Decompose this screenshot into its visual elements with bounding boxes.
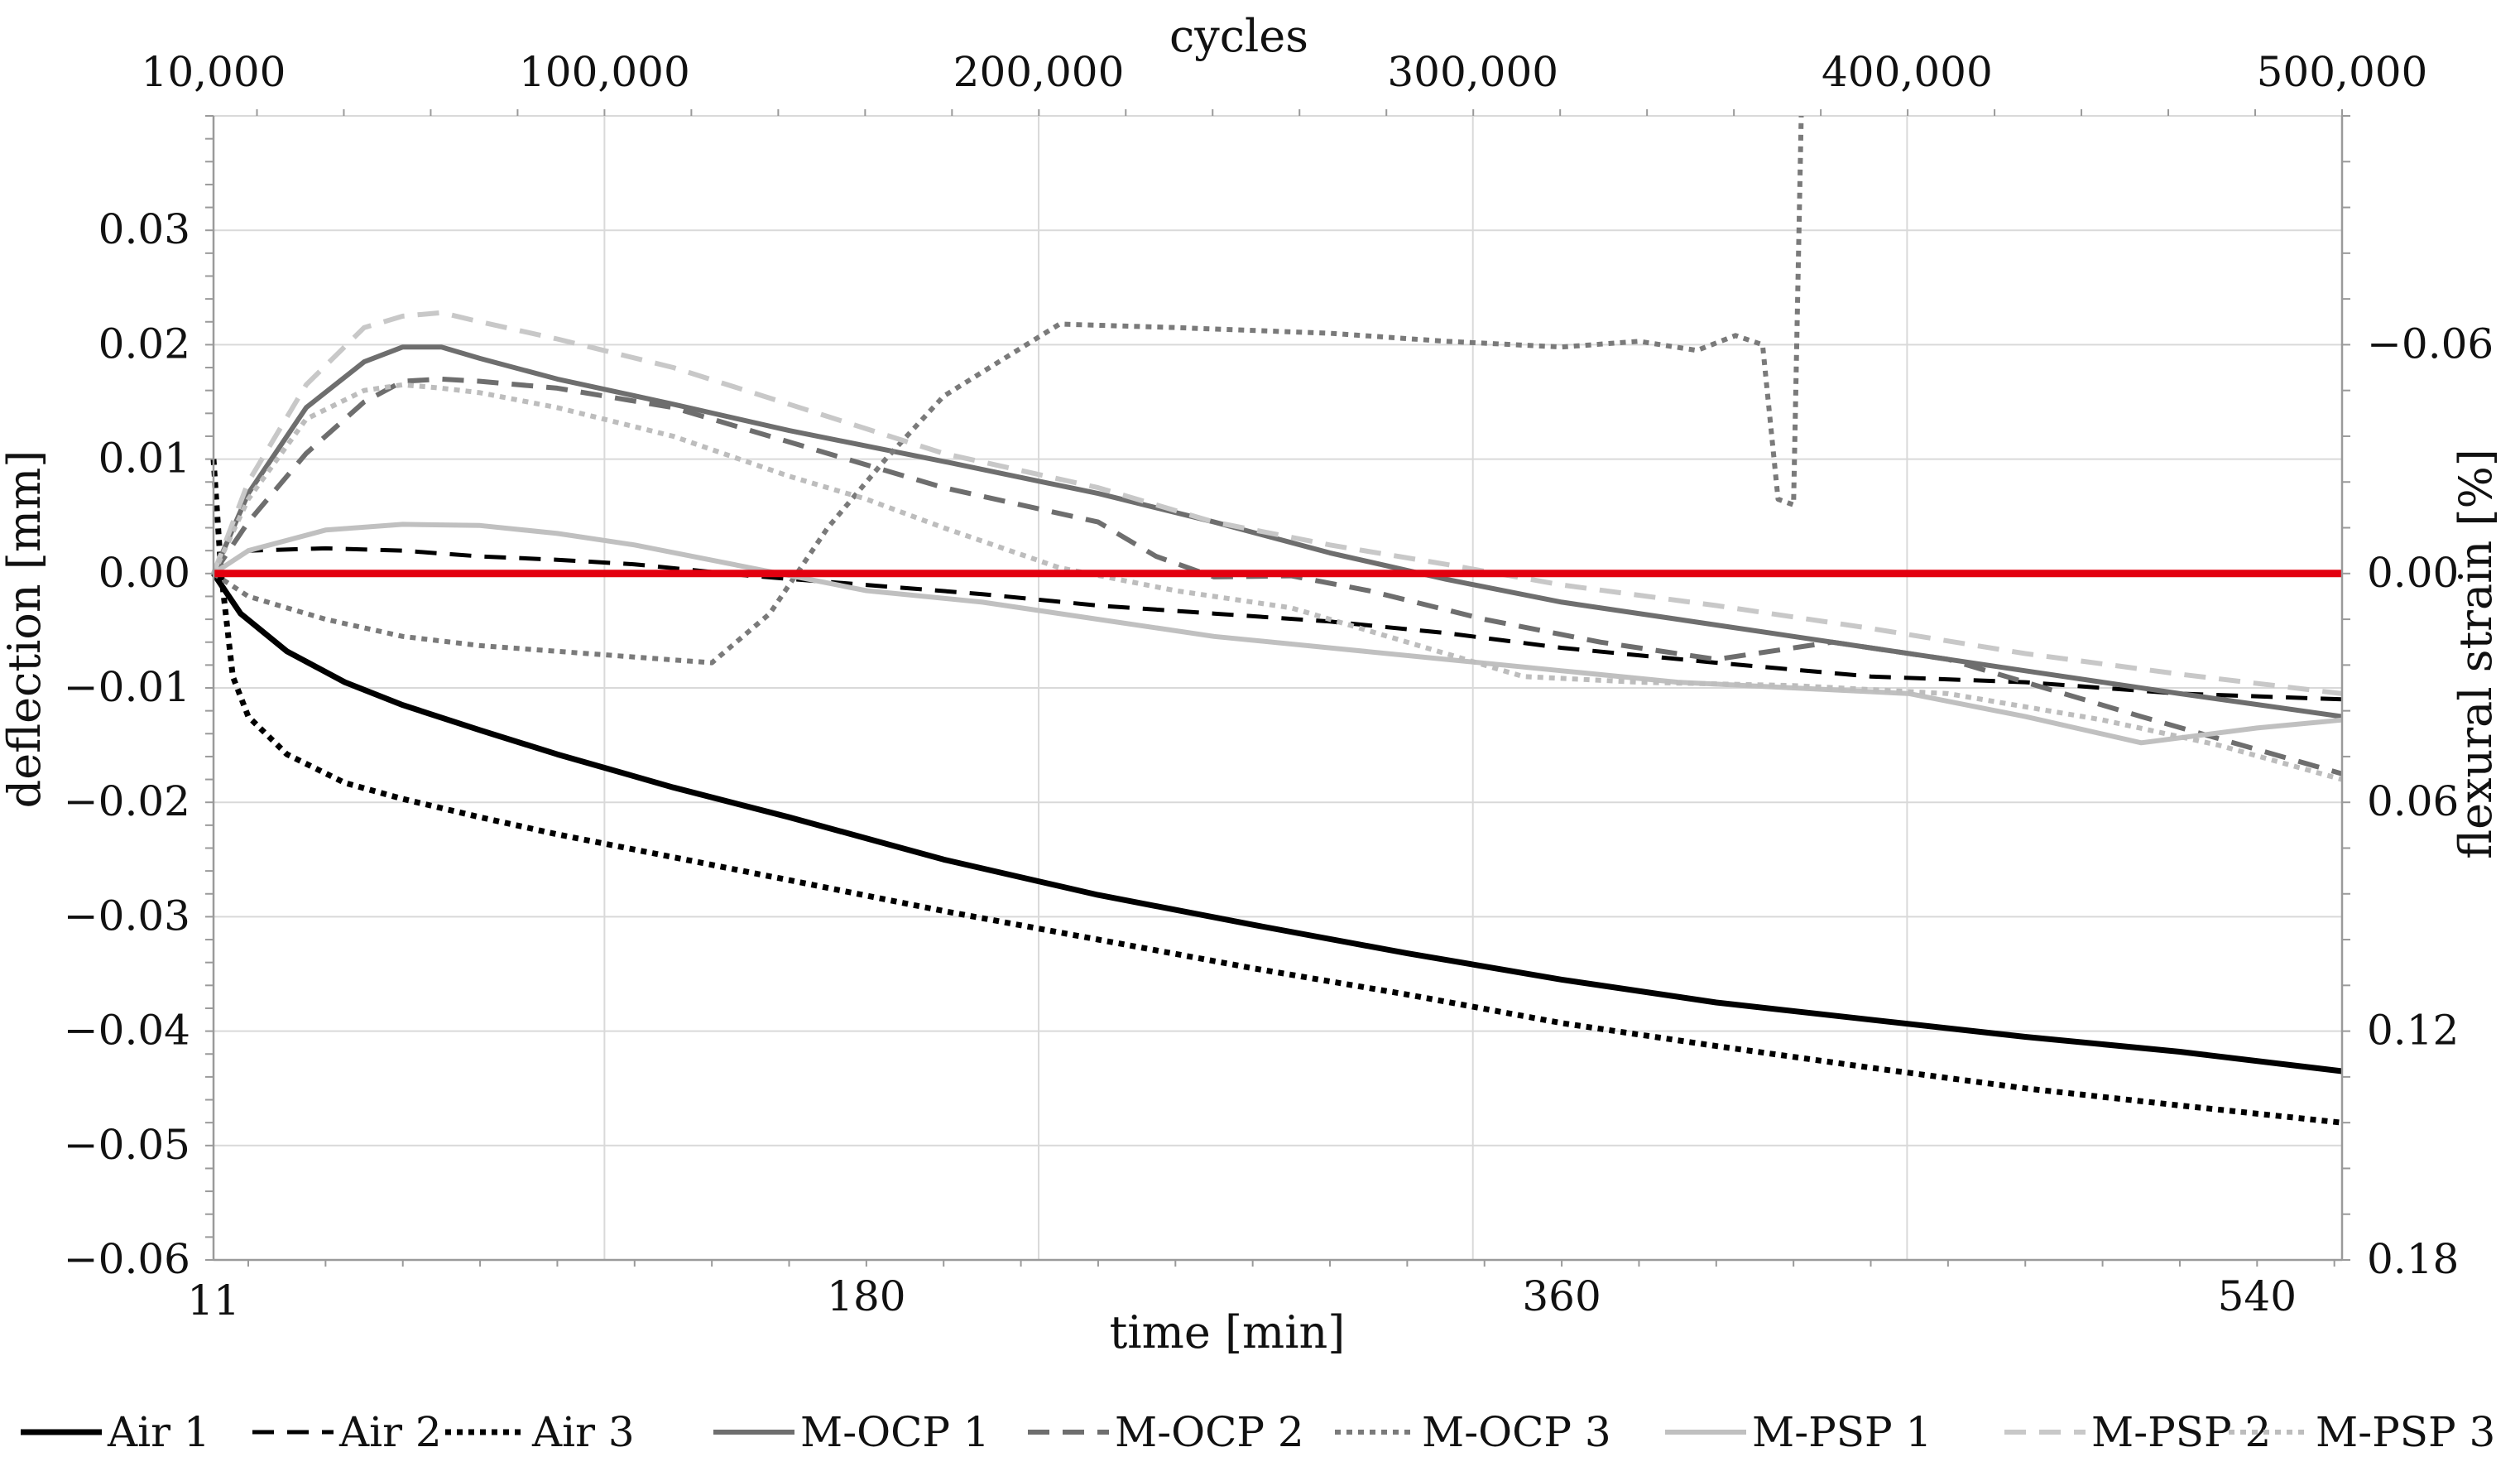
y-left-tick-label: 0.02 xyxy=(98,320,190,368)
x-axis-top-title: cycles xyxy=(1169,10,1308,62)
x-bottom-tick-label: 360 xyxy=(1522,1272,1601,1320)
y-axis-right-title: flexural strain [%] xyxy=(2450,449,2502,859)
y-right-tick-label: 0.12 xyxy=(2367,1007,2459,1055)
x-bottom-tick-label: 180 xyxy=(827,1272,905,1320)
x-top-tick-label: 200,000 xyxy=(953,48,1125,96)
legend-label-m-ocp-2: M-OCP 2 xyxy=(1115,1408,1304,1456)
y-axis-left-title: deflection [mm] xyxy=(0,450,50,809)
x-top-tick-label: 300,000 xyxy=(1387,48,1558,96)
y-left-tick-label: −0.06 xyxy=(64,1235,190,1283)
x-top-tick-label: 500,000 xyxy=(2257,48,2428,96)
series-line-air-1 xyxy=(211,571,2343,1075)
y-right-tick-label: 0.18 xyxy=(2367,1235,2459,1283)
series-lines xyxy=(210,115,2343,1126)
tick-labels: −0.06 −0.05 −0.04 −0.03 −0.02 −0.01 0.00 0.01 0.… xyxy=(64,48,2494,1325)
legend: Air 1 Air 2 Air 3 M-OCP 1 M-OCP 2 M-OCP 3 M-PS… xyxy=(21,1408,2495,1456)
y-left-tick-label: −0.05 xyxy=(64,1121,190,1169)
legend-label-m-ocp-1: M-OCP 1 xyxy=(800,1408,990,1456)
legend-label-air-2: Air 2 xyxy=(338,1408,442,1456)
x-top-tick-label: 400,000 xyxy=(1822,48,1993,96)
legend-label-m-psp-1: M-PSP 1 xyxy=(1752,1408,1932,1456)
x-bottom-tick-label: 11 xyxy=(187,1276,240,1325)
y-left-tick-label: −0.04 xyxy=(64,1007,190,1055)
y-right-tick-label: −0.06 xyxy=(2367,320,2494,368)
y-left-tick-label: 0.01 xyxy=(98,435,190,483)
series-line-m-ocp-2 xyxy=(211,376,2343,776)
legend-label-m-psp-3: M-PSP 3 xyxy=(2316,1408,2495,1456)
y-right-tick-label: 0.06 xyxy=(2367,777,2459,825)
y-left-tick-label: −0.01 xyxy=(64,663,190,711)
series-line-m-psp-2 xyxy=(211,310,2343,696)
x-axis-bottom-title: time [min] xyxy=(1110,1306,1346,1358)
y-right-tick-label: 0.00 xyxy=(2367,549,2459,597)
series-line-air-3 xyxy=(210,459,2343,1126)
series-line-m-ocp-1 xyxy=(211,344,2343,719)
y-left-tick-label: −0.03 xyxy=(64,892,190,940)
y-left-tick-label: 0.03 xyxy=(98,205,190,253)
y-left-tick-label: −0.02 xyxy=(64,777,190,825)
y-left-tick-label: 0.00 xyxy=(98,549,190,597)
axes xyxy=(205,109,2350,1267)
series-line-air-2 xyxy=(212,546,2343,702)
series-line-m-psp-1 xyxy=(212,522,2343,746)
legend-label-m-ocp-3: M-OCP 3 xyxy=(1422,1408,1611,1456)
x-top-tick-label: 100,000 xyxy=(519,48,690,96)
legend-label-air-1: Air 1 xyxy=(107,1408,210,1456)
legend-label-air-3: Air 3 xyxy=(531,1408,635,1456)
series-line-m-psp-3 xyxy=(211,382,2343,782)
x-top-tick-label: 10,000 xyxy=(142,48,286,96)
x-bottom-tick-label: 540 xyxy=(2218,1272,2297,1320)
